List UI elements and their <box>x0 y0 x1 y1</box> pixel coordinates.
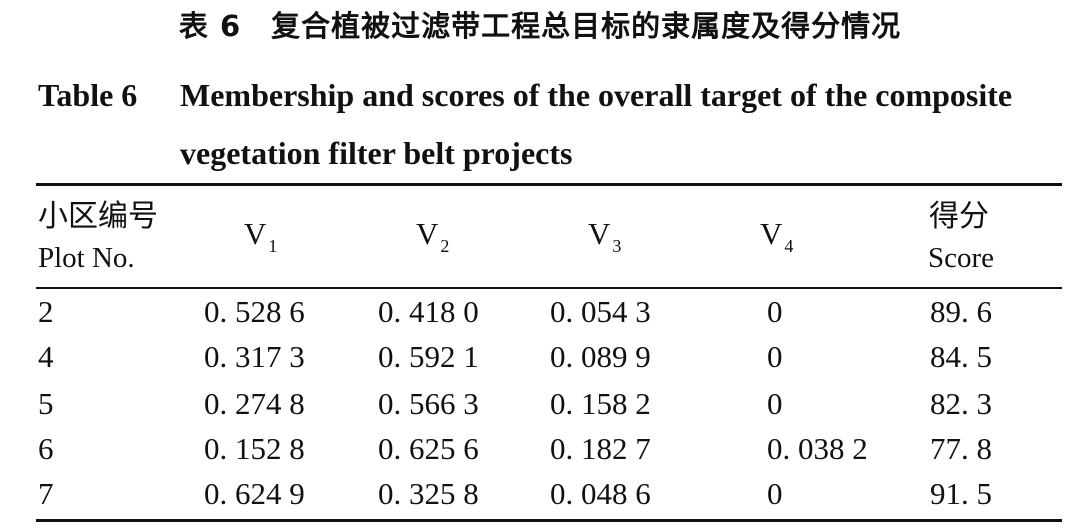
table-number-en: Table 6 <box>38 77 138 113</box>
cell-v4: 0. 038 2 <box>767 431 868 466</box>
cell-plot: 7 <box>38 476 54 511</box>
cell-v3: 0. 089 9 <box>550 339 651 374</box>
table-title-cn: 复合植被过滤带工程总目标的隶属度及得分情况 <box>271 9 902 43</box>
cell-score: 84. 5 <box>930 339 992 374</box>
cell-v2: 0. 625 6 <box>378 431 479 466</box>
cell-plot: 5 <box>38 386 54 421</box>
cell-v2: 0. 325 8 <box>378 476 479 511</box>
cell-score: 77. 8 <box>930 431 992 466</box>
cell-v3: 0. 048 6 <box>550 476 651 511</box>
table-number-cn: 表 6 <box>178 9 242 43</box>
header-plot-en: Plot No. <box>38 242 135 274</box>
cell-plot: 4 <box>38 339 54 374</box>
header-score-en: Score <box>928 242 995 274</box>
table-title-en: Membership and scores of the overall tar… <box>180 77 1013 171</box>
table-top-rule <box>36 183 1062 186</box>
cell-v1: 0. 152 8 <box>204 431 305 466</box>
cell-v4: 0 <box>767 294 783 329</box>
table-caption-cn: 表 6 复合植被过滤带工程总目标的隶属度及得分情况 <box>0 6 1080 46</box>
cell-v1: 0. 624 9 <box>204 476 305 511</box>
table-header-rule <box>36 287 1062 289</box>
cell-v1: 0. 528 6 <box>204 294 305 329</box>
cell-v3: 0. 054 3 <box>550 294 651 329</box>
cell-v1: 0. 317 3 <box>204 339 305 374</box>
cell-v3: 0. 158 2 <box>550 386 651 421</box>
cell-plot: 6 <box>38 431 54 466</box>
table-bottom-rule <box>36 519 1062 522</box>
cell-v2: 0. 418 0 <box>378 294 479 329</box>
cell-v2: 0. 566 3 <box>378 386 479 421</box>
table-caption-en: Table 6 Membership and scores of the ove… <box>38 66 1068 182</box>
cell-plot: 2 <box>38 294 54 329</box>
cell-score: 82. 3 <box>930 386 992 421</box>
cell-score: 91. 5 <box>930 476 992 511</box>
cell-v1: 0. 274 8 <box>204 386 305 421</box>
cell-v4: 0 <box>767 476 783 511</box>
header-score-cn: 得分 <box>929 199 989 234</box>
cell-v2: 0. 592 1 <box>378 339 479 374</box>
cell-v4: 0 <box>767 386 783 421</box>
cell-v3: 0. 182 7 <box>550 431 651 466</box>
cell-v4: 0 <box>767 339 783 374</box>
cell-score: 89. 6 <box>930 294 992 329</box>
header-plot-cn: 小区编号 <box>38 199 158 234</box>
